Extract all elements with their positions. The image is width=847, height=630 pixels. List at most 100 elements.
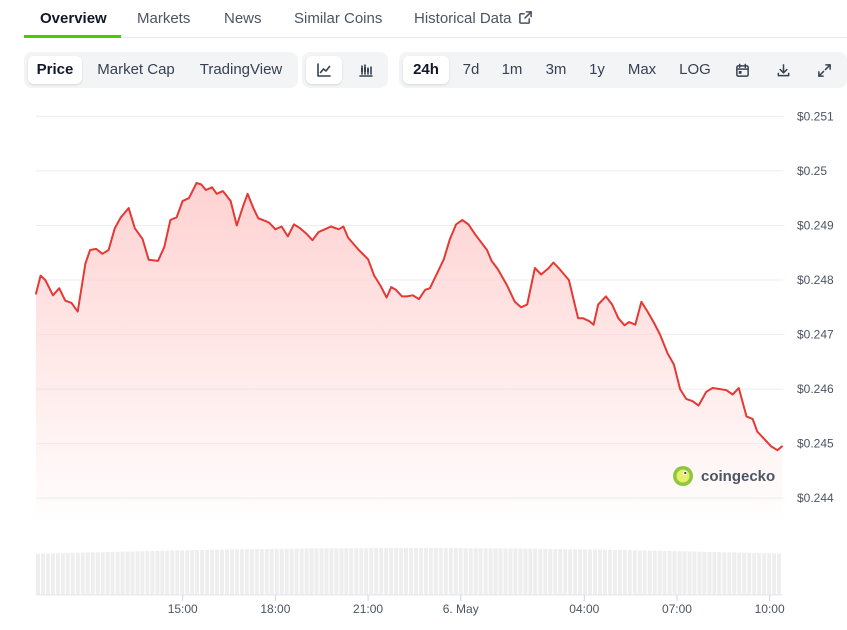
volume-bar — [702, 551, 707, 595]
volume-bar — [324, 548, 329, 595]
volume-bar — [473, 548, 478, 595]
volume-bar — [732, 552, 737, 595]
download-button[interactable] — [765, 56, 801, 84]
line-chart-button[interactable] — [306, 56, 342, 84]
volume-bar — [682, 551, 687, 595]
range-max-button[interactable]: Max — [627, 61, 657, 78]
volume-bar — [369, 548, 374, 595]
volume-bar — [632, 550, 637, 595]
y-tick-label: $0.249 — [797, 218, 834, 232]
volume-bar — [593, 549, 597, 595]
volume-bar — [319, 548, 324, 595]
volume-bar — [45, 553, 50, 595]
range-24h-button[interactable]: 24h — [403, 56, 449, 84]
y-tick-label: $0.248 — [797, 273, 834, 287]
volume-bar — [687, 551, 692, 595]
fullscreen-button[interactable] — [806, 56, 842, 84]
range-3m-button[interactable]: 3m — [545, 61, 567, 78]
range-7d-button[interactable]: 7d — [462, 61, 480, 78]
tab-similar-coins[interactable]: Similar Coins — [294, 10, 383, 27]
volume-bar — [443, 548, 448, 595]
top-tabs: Overview Markets News Similar Coins Hist… — [24, 0, 847, 38]
tab-historical-data[interactable]: Historical Data — [414, 10, 533, 27]
market-cap-button[interactable]: Market Cap — [97, 61, 175, 78]
chart-type-toggle: Price Market Cap TradingView — [24, 52, 298, 88]
volume-bar — [115, 551, 120, 595]
x-axis: 15:00 18:00 21:00 6. May 04:00 07:00 10:00 — [168, 595, 785, 616]
volume-bar — [36, 553, 40, 595]
volume-bar — [404, 548, 408, 595]
volume-bar — [165, 550, 170, 595]
volume-bar — [379, 548, 384, 595]
active-tab-underline — [24, 35, 121, 38]
volume-bar — [627, 550, 632, 595]
volume-bar — [468, 548, 473, 595]
volume-bar — [100, 552, 105, 595]
volume-bar — [503, 548, 508, 595]
volume-bar — [757, 553, 762, 595]
volume-bar — [200, 550, 205, 595]
price-line — [35, 181, 783, 452]
volume-bar — [438, 548, 443, 595]
volume-bar — [294, 548, 299, 595]
volume-bar — [747, 552, 752, 595]
price-button[interactable]: Price — [28, 56, 82, 84]
log-scale-button[interactable]: LOG — [679, 61, 711, 78]
volume-bar — [772, 553, 777, 595]
volume-bar — [75, 552, 80, 595]
volume-bar — [762, 553, 767, 595]
volume-bar — [339, 548, 344, 595]
coingecko-watermark: coingecko — [673, 466, 775, 486]
volume-bar — [130, 551, 135, 595]
range-1y-button[interactable]: 1y — [589, 61, 605, 78]
volume-bar — [568, 549, 573, 595]
tab-markets[interactable]: Markets — [137, 10, 191, 27]
volume-bar — [175, 550, 180, 595]
volume-bar — [80, 552, 85, 595]
volume-bar — [423, 548, 428, 595]
volume-bar — [314, 548, 319, 595]
volume-bar — [767, 553, 772, 595]
volume-bar — [259, 549, 264, 595]
volume-bar — [603, 549, 607, 595]
volume-bar — [727, 552, 732, 595]
candlestick-button[interactable] — [348, 56, 384, 84]
tab-news[interactable]: News — [224, 10, 262, 27]
volume-bar — [409, 548, 413, 595]
x-tick-label: 10:00 — [755, 602, 785, 616]
calendar-button[interactable] — [724, 56, 760, 84]
volume-bar — [662, 550, 667, 595]
line-chart-icon — [317, 63, 331, 77]
volume-bar — [428, 548, 433, 595]
volume-bar — [120, 551, 125, 595]
range-1m-button[interactable]: 1m — [501, 61, 523, 78]
volume-bar — [478, 548, 483, 595]
volume-bar — [170, 550, 175, 595]
volume-bar — [448, 548, 453, 595]
volume-bar — [513, 548, 518, 595]
volume-bar — [140, 551, 145, 595]
volume-bar — [453, 548, 458, 595]
volume-bar — [359, 548, 364, 595]
x-tick-label: 07:00 — [662, 602, 692, 616]
volume-bar — [652, 550, 657, 595]
volume-bar — [249, 549, 254, 595]
volume-bar — [463, 548, 468, 595]
volume-bar — [239, 549, 244, 595]
volume-bar — [677, 551, 682, 595]
volume-bar — [712, 552, 717, 595]
volume-bar — [190, 550, 195, 595]
volume-bar — [304, 548, 309, 595]
volume-bar — [105, 552, 110, 595]
volume-bar — [329, 548, 334, 595]
tradingview-button[interactable]: TradingView — [199, 61, 283, 78]
tab-overview[interactable]: Overview — [40, 10, 107, 27]
volume-bar — [274, 548, 279, 595]
volume-bar — [264, 549, 269, 595]
price-area — [36, 182, 782, 520]
volume-bar — [607, 549, 612, 595]
volume-bar — [548, 548, 553, 595]
volume-bar — [65, 553, 70, 595]
volume-bar — [234, 549, 239, 595]
